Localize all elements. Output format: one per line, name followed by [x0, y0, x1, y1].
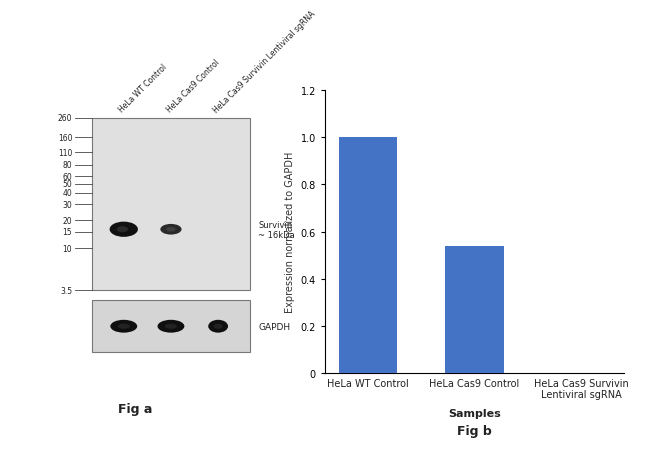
Text: 30: 30: [62, 200, 72, 209]
Text: 80: 80: [62, 161, 72, 170]
Ellipse shape: [118, 324, 130, 329]
Text: Fig b: Fig b: [457, 424, 492, 437]
Text: 3.5: 3.5: [60, 286, 72, 295]
Text: Fig a: Fig a: [118, 402, 152, 415]
Ellipse shape: [111, 320, 137, 333]
Text: 110: 110: [58, 148, 72, 157]
Ellipse shape: [166, 228, 176, 232]
Text: HeLa Cas9 Survivin Lentiviral sgRNA: HeLa Cas9 Survivin Lentiviral sgRNA: [212, 9, 317, 114]
Ellipse shape: [165, 324, 177, 329]
Ellipse shape: [117, 227, 128, 233]
Text: 160: 160: [58, 133, 72, 142]
Text: HeLa WT Control: HeLa WT Control: [118, 63, 169, 114]
Y-axis label: Expression normalized to GAPDH: Expression normalized to GAPDH: [285, 152, 295, 313]
Text: 20: 20: [62, 216, 72, 225]
Text: Survivin
~ 16kDa: Survivin ~ 16kDa: [258, 220, 295, 239]
Bar: [92, 300, 250, 353]
Bar: [339, 138, 397, 373]
Ellipse shape: [157, 320, 185, 333]
Ellipse shape: [214, 324, 222, 329]
Text: HeLa Cas9 Control: HeLa Cas9 Control: [164, 58, 221, 114]
Ellipse shape: [208, 320, 228, 333]
Ellipse shape: [110, 222, 138, 238]
Text: 40: 40: [62, 189, 72, 197]
Text: GAPDH: GAPDH: [258, 322, 291, 331]
Text: 60: 60: [62, 172, 72, 182]
Text: 10: 10: [62, 244, 72, 253]
Text: 50: 50: [62, 180, 72, 189]
X-axis label: Samples: Samples: [448, 408, 501, 418]
Bar: [445, 246, 504, 373]
Text: 260: 260: [58, 114, 72, 123]
Bar: [92, 118, 250, 290]
Ellipse shape: [161, 224, 181, 235]
Text: 15: 15: [62, 228, 72, 237]
